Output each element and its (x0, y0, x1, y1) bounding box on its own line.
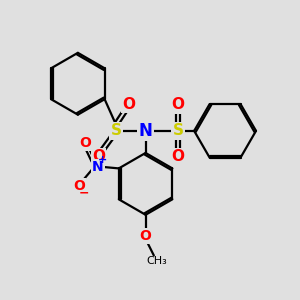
Text: N: N (139, 122, 152, 140)
Text: O: O (172, 98, 184, 112)
Text: CH₃: CH₃ (146, 256, 167, 266)
Text: O: O (122, 97, 135, 112)
Text: +: + (98, 155, 107, 166)
Text: O: O (74, 179, 85, 193)
Text: −: − (79, 186, 90, 199)
Text: S: S (111, 123, 122, 138)
Text: N: N (92, 160, 103, 174)
Text: O: O (172, 149, 184, 164)
Text: O: O (92, 149, 105, 164)
Text: S: S (172, 123, 184, 138)
Text: O: O (79, 136, 91, 150)
Text: O: O (140, 229, 152, 243)
